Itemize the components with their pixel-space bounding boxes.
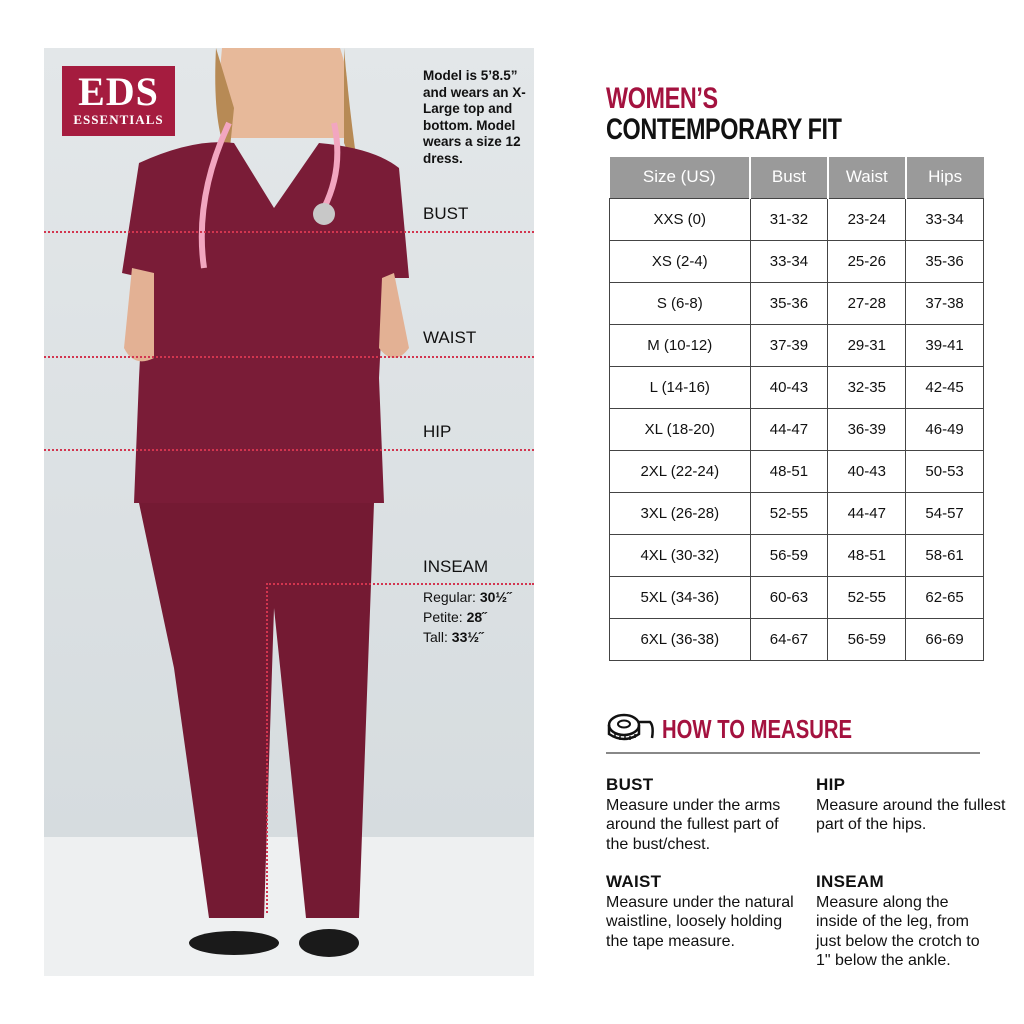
inseam-label: INSEAM [423,557,489,576]
table-cell: 60-63 [749,575,829,619]
how-to-measure-title: HOW TO MEASURE [662,714,853,744]
table-cell: 31-32 [749,197,829,241]
table-cell: 40-43 [749,365,829,409]
table-cell: L (14-16) [609,365,751,409]
table-cell: 48-51 [827,533,907,577]
table-row: XS (2-4) 33-34 25-26 35-36 [609,239,984,283]
table-cell: 37-39 [749,323,829,367]
table-cell: M (10-12) [609,323,751,367]
table-cell: XXS (0) [609,197,751,241]
table-cell: 36-39 [827,407,907,451]
column-header: Hips [904,157,984,198]
table-row: M (10-12) 37-39 29-31 39-41 [609,323,984,367]
measure-waist: WAIST Measure under the natural waistline… [606,872,794,950]
bust-line [44,231,534,233]
waist-label: WAIST [423,328,477,347]
measure-hip: HIP Measure around the fullest part of th… [816,775,1006,833]
table-cell: 37-38 [905,281,984,325]
title-line1: WOMEN’S [606,82,718,115]
table-cell: 52-55 [827,575,907,619]
hip-label: HIP [423,422,452,441]
table-row: L (14-16) 40-43 32-35 42-45 [609,365,984,409]
table-cell: 44-47 [749,407,829,451]
table-cell: XS (2-4) [609,239,751,283]
table-row: 6XL (36-38) 64-67 56-59 66-69 [609,617,984,661]
table-cell: 2XL (22-24) [609,449,751,493]
table-cell: 4XL (30-32) [609,533,751,577]
table-cell: 56-59 [827,617,907,661]
model-note: Model is 5’8.5” and wears an X-Large top… [423,68,526,166]
table-cell: 44-47 [827,491,907,535]
table-cell: 39-41 [905,323,984,367]
measure-inseam: INSEAM Measure along the inside of the le… [816,872,980,969]
table-cell: S (6-8) [609,281,751,325]
table-cell: 46-49 [905,407,984,451]
how-to-measure-header: HOW TO MEASURE [606,712,980,754]
table-cell: 64-67 [749,617,829,661]
column-header: Size (US) [609,157,751,198]
eds-essentials-logo: EDS ESSENTIALS [62,66,175,136]
table-cell: 54-57 [905,491,984,535]
table-cell: 42-45 [905,365,984,409]
table-row: XL (18-20) 44-47 36-39 46-49 [609,407,984,451]
inseam-line [266,583,534,585]
table-cell: XL (18-20) [609,407,751,451]
table-cell: 32-35 [827,365,907,409]
hip-line [44,449,534,451]
table-cell: 56-59 [749,533,829,577]
table-row: 5XL (34-36) 60-63 52-55 62-65 [609,575,984,619]
table-cell: 29-31 [827,323,907,367]
table-cell: 35-36 [905,239,984,283]
table-cell: 3XL (26-28) [609,491,751,535]
table-cell: 48-51 [749,449,829,493]
table-row: 3XL (26-28) 52-55 44-47 54-57 [609,491,984,535]
table-cell: 27-28 [827,281,907,325]
title-line2: CONTEMPORARY FIT [606,113,842,146]
tape-measure-icon [607,713,654,741]
table-cell: 52-55 [749,491,829,535]
table-cell: 23-24 [827,197,907,241]
table-cell: 50-53 [905,449,984,493]
measure-bust: BUST Measure under the arms around the fu… [606,775,781,853]
table-cell: 40-43 [827,449,907,493]
column-header: Bust [749,157,828,198]
table-cell: 66-69 [905,617,984,661]
table-row: XXS (0) 31-32 23-24 33-34 [609,197,984,241]
column-header: Waist [826,157,906,198]
size-chart-table: Size (US) Bust Waist Hips XXS (0) 31-32 23-24… [609,157,984,661]
table-row: S (6-8) 35-36 27-28 37-38 [609,281,984,325]
table-cell: 6XL (36-38) [609,617,751,661]
inseam-vertical-line [266,583,268,913]
bust-label: BUST [423,204,469,223]
model-photo: EDS ESSENTIALS Model is 5’8.5” and wears… [44,48,534,976]
waist-line [44,356,534,358]
table-row: 4XL (30-32) 56-59 48-51 58-61 [609,533,984,577]
table-cell: 33-34 [749,239,829,283]
model-figure [122,48,409,957]
table-cell: 35-36 [749,281,829,325]
table-cell: 5XL (34-36) [609,575,751,619]
table-row: 2XL (22-24) 48-51 40-43 50-53 [609,449,984,493]
table-cell: 25-26 [827,239,907,283]
table-cell: 62-65 [905,575,984,619]
table-cell: 58-61 [905,533,984,577]
inseam-values: Regular: 30½˝ Petite: 28˝ Tall: 33½˝ [423,589,512,645]
table-cell: 33-34 [905,197,984,241]
